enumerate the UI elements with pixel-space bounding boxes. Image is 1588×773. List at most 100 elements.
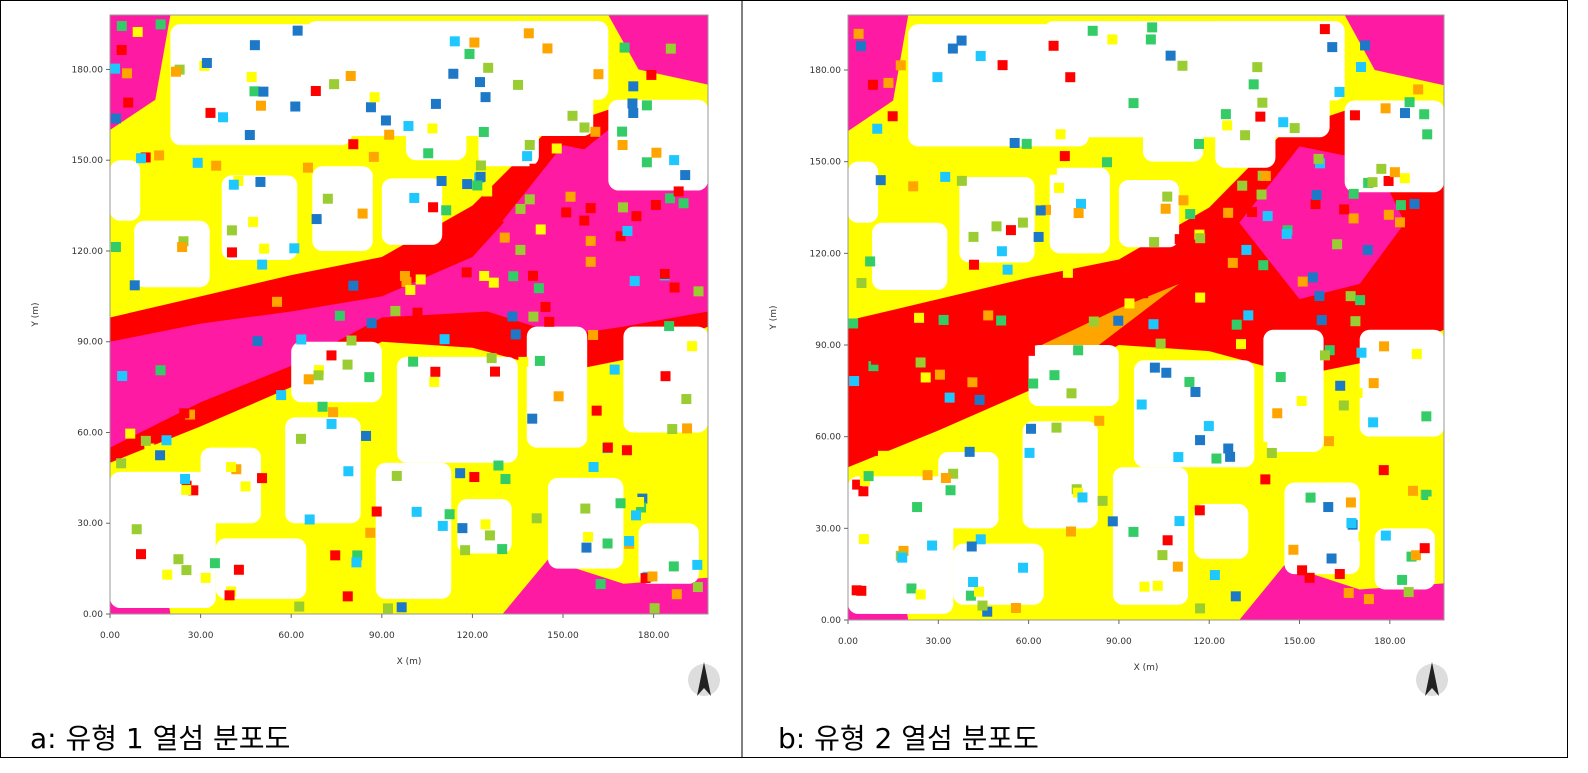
grid-cell	[667, 424, 678, 435]
grid-cell	[155, 450, 166, 461]
grid-cell	[856, 41, 867, 52]
grid-cell	[1314, 291, 1325, 302]
grid-cell	[1407, 485, 1418, 496]
building-block	[547, 477, 624, 569]
grid-cell	[968, 231, 979, 242]
panel: 180.00 150.00 120.00 90.00 60.00 30.00 0.00 0.0…	[769, 14, 1448, 755]
grid-cell	[448, 68, 459, 79]
grid-cell	[641, 157, 652, 168]
grid-cell	[585, 203, 596, 214]
grid-cell	[553, 391, 564, 402]
grid-cell	[1289, 123, 1300, 134]
grid-cell	[1421, 490, 1432, 501]
grid-cell	[415, 274, 426, 285]
grid-cell	[1018, 562, 1029, 573]
grid-cell	[1348, 213, 1359, 224]
grid-cell	[1145, 34, 1156, 45]
grid-cell	[583, 531, 594, 542]
grid-cell	[1147, 22, 1158, 33]
grid-cell	[351, 557, 362, 568]
grid-cell	[522, 151, 533, 162]
grid-cell	[136, 153, 147, 164]
grid-cell	[934, 369, 945, 380]
grid-cell	[513, 79, 524, 90]
grid-cell	[617, 202, 628, 213]
grid-cell	[515, 244, 526, 255]
grid-cell	[966, 541, 977, 552]
grid-cell	[162, 569, 173, 580]
grid-cell	[499, 232, 510, 243]
grid-cell	[975, 534, 986, 545]
grid-cell	[329, 79, 340, 90]
grid-cell	[1247, 207, 1258, 218]
grid-cell	[425, 163, 436, 174]
grid-cell	[534, 355, 545, 366]
grid-cell	[1297, 565, 1308, 576]
grid-cell	[1383, 175, 1394, 186]
grid-cell	[1209, 570, 1220, 581]
grid-cell	[480, 92, 491, 103]
grid-cell	[311, 214, 322, 225]
grid-cell	[974, 394, 985, 405]
grid-cell	[940, 157, 951, 168]
grid-cell	[631, 510, 642, 521]
grid-cell	[161, 435, 172, 446]
grid-cell	[1157, 550, 1168, 561]
grid-cell	[540, 301, 551, 312]
grid-cell	[201, 57, 212, 68]
grid-cell	[382, 603, 393, 614]
grid-cell	[871, 354, 882, 365]
grid-cell	[1035, 205, 1046, 216]
grid-cell	[116, 458, 127, 469]
grid-cell	[1422, 129, 1433, 140]
grid-cell	[1107, 34, 1118, 45]
grid-cell	[912, 502, 923, 513]
hot-corner	[608, 15, 708, 85]
grid-cell	[1260, 474, 1271, 485]
grid-cell	[436, 176, 447, 187]
building-block	[221, 175, 298, 261]
grid-cell	[472, 180, 483, 191]
grid-cell	[634, 497, 645, 508]
grid-cell	[1380, 530, 1391, 541]
grid-cell	[490, 366, 501, 377]
y-tick-label: 120.00	[810, 249, 842, 259]
grid-cell	[233, 564, 244, 575]
x-tick-label: 90.00	[1106, 637, 1132, 647]
grid-cell	[1049, 370, 1060, 381]
grid-cell	[615, 498, 626, 509]
grid-cell	[621, 445, 632, 456]
grid-cell	[1305, 492, 1316, 503]
grid-cell	[1310, 199, 1321, 210]
grid-cell	[1323, 502, 1334, 513]
grid-cell	[1243, 310, 1254, 321]
grid-cell	[330, 550, 341, 561]
grid-cell	[500, 474, 511, 485]
grid-cell	[914, 312, 925, 323]
grid-cell	[429, 376, 440, 387]
building-block	[1263, 329, 1324, 452]
grid-cell	[1149, 237, 1160, 248]
grid-cell	[1155, 338, 1166, 349]
grid-cell	[1128, 98, 1139, 109]
grid-cell	[1223, 207, 1234, 218]
grid-cell	[469, 472, 480, 483]
grid-cell	[1211, 453, 1222, 464]
grid-cell	[668, 561, 679, 572]
grid-cell	[399, 270, 410, 281]
grid-cell	[345, 71, 356, 82]
grid-cell	[1257, 441, 1268, 452]
grid-cell	[1017, 217, 1028, 228]
y-axis-label: Y (m)	[31, 302, 41, 327]
grid-cell	[1148, 319, 1159, 330]
grid-cell	[369, 92, 380, 103]
grid-cell	[1324, 345, 1335, 356]
grid-cell	[317, 401, 328, 412]
grid-cell	[348, 139, 359, 150]
grid-cell	[368, 151, 379, 162]
grid-cell	[617, 126, 628, 137]
grid-cell	[922, 470, 933, 481]
building-block	[396, 356, 518, 463]
grid-cell	[1195, 233, 1206, 244]
grid-cell	[602, 442, 613, 453]
